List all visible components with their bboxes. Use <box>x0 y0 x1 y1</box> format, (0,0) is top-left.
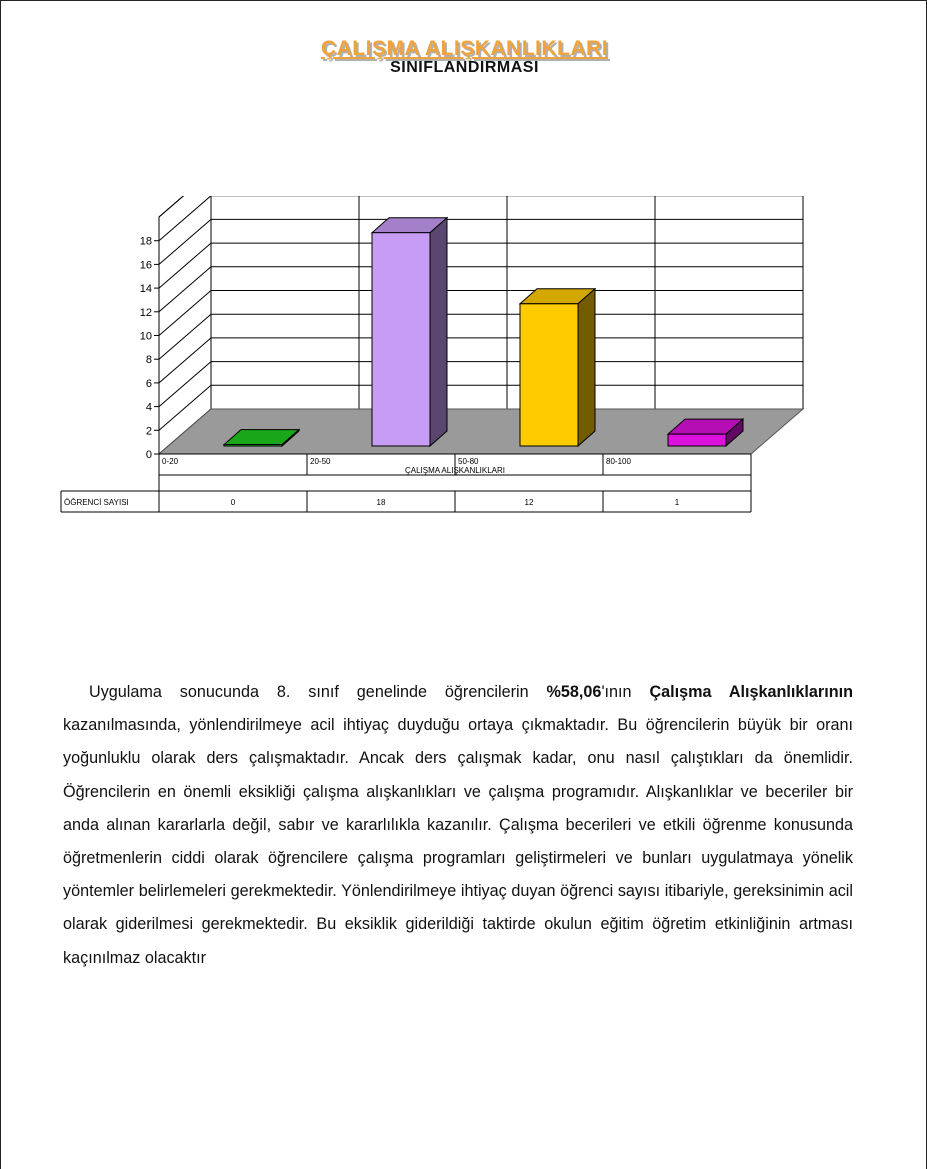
bar-side <box>577 287 596 448</box>
paragraph-rest: kazanılmasında, yönlendirilmeye acil iht… <box>63 716 853 967</box>
gridline-side <box>158 266 212 313</box>
bar <box>223 444 283 447</box>
gridline-side <box>158 196 212 242</box>
y-tick-label: 10 <box>140 331 152 343</box>
y-tick-label: 12 <box>140 307 152 319</box>
paragraph-mid: 'ının <box>601 683 650 701</box>
y-tick-label: 4 <box>146 402 152 414</box>
y-tick-label: 8 <box>146 354 152 366</box>
chart-title-block: ÇALIŞMA ALIŞKANLIKLARI SINIFLANDIRMASI <box>1 37 927 77</box>
table-value: 18 <box>377 498 386 507</box>
table-value: 1 <box>675 498 680 507</box>
chart-subtitle: SINIFLANDIRMASI <box>390 59 539 76</box>
category-label: 80-100 <box>606 457 631 466</box>
y-tick-label: 16 <box>140 259 152 271</box>
gridline-side <box>158 384 212 431</box>
table-value: 12 <box>525 498 534 507</box>
table-row-label: ÖĞRENCİ SAYISI <box>64 498 129 507</box>
gridline-side <box>158 361 212 407</box>
category-label: 20-50 <box>310 457 331 466</box>
paragraph-bold-phrase: Çalışma Alışkanlıklarının <box>649 683 853 701</box>
paragraph-intro: Uygulama sonucunda 8. sınıf genelinde öğ… <box>89 683 547 701</box>
paragraph-percent: %58,06 <box>546 683 602 701</box>
category-label: 0-20 <box>162 457 179 466</box>
y-tick-label: 6 <box>146 378 152 390</box>
bar-side <box>429 216 448 448</box>
y-tick-label: 14 <box>140 283 152 295</box>
gridline-side <box>158 242 212 289</box>
bar <box>519 303 579 447</box>
bar <box>667 433 727 447</box>
gridline-side <box>158 313 212 360</box>
y-tick-label: 18 <box>140 236 152 248</box>
x-axis-label: ÇALIŞMA ALIŞKANLIKLARI <box>405 466 505 475</box>
y-tick-label: 0 <box>146 449 152 461</box>
table-value: 0 <box>231 498 236 507</box>
y-tick-label: 2 <box>146 425 152 437</box>
bar <box>371 232 431 447</box>
gridline-side <box>158 290 212 336</box>
gridline-side <box>158 337 212 384</box>
gridline-side <box>158 196 185 218</box>
category-label: 50-80 <box>458 457 479 466</box>
gridline-side <box>158 219 212 265</box>
body-paragraph: Uygulama sonucunda 8. sınıf genelinde öğ… <box>63 676 853 975</box>
chart-title: ÇALIŞMA ALIŞKANLIKLARI <box>320 37 609 60</box>
bar-chart-3d: 0 2 4 6 8 10 12 14 16 18 0-20 0 20-50 18 50-80 12 80-100… <box>60 196 805 513</box>
